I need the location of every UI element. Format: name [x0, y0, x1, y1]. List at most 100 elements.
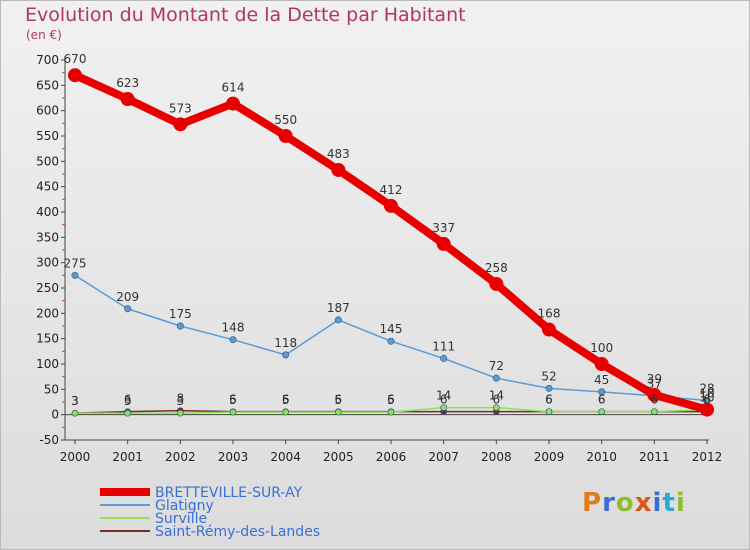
data-label: 3	[177, 394, 185, 408]
x-tick-label: 2007	[428, 450, 459, 464]
chart-data-labels: 6706235736145504834123372581681003910275…	[64, 52, 715, 408]
proxiti-logo: Proxiti	[582, 488, 686, 518]
series-point	[176, 322, 184, 330]
series-point	[545, 384, 553, 392]
data-label: 550	[274, 113, 297, 127]
data-label: 8	[177, 392, 185, 406]
x-tick-label: 2001	[112, 450, 143, 464]
data-label: 412	[380, 183, 403, 197]
series-point	[177, 409, 184, 417]
x-tick-label: 2002	[165, 450, 196, 464]
data-label: 168	[538, 307, 561, 321]
series-point	[384, 198, 398, 213]
data-label: 258	[485, 261, 508, 275]
data-label: 111	[432, 339, 455, 353]
data-label: 37	[647, 377, 662, 391]
series-point	[68, 68, 82, 83]
y-tick-label: 650	[36, 78, 59, 92]
data-label: 10	[699, 387, 714, 401]
series-point	[598, 388, 606, 396]
y-tick-label: 550	[36, 129, 59, 143]
series-point	[335, 408, 342, 416]
x-tick-label: 2012	[692, 450, 723, 464]
y-tick-label: 500	[36, 154, 59, 168]
x-tick-label: 2006	[376, 450, 407, 464]
y-tick-label: 700	[36, 53, 59, 67]
data-label: 614	[222, 81, 245, 95]
y-tick-label: 50	[44, 382, 59, 396]
data-label: 39	[647, 372, 662, 386]
data-label: 45	[594, 373, 609, 387]
series-point	[124, 305, 132, 313]
data-label: 6	[282, 393, 290, 407]
data-label: 100	[590, 341, 613, 355]
data-label: 28	[699, 381, 714, 395]
logo-letter: P	[582, 488, 603, 518]
x-tick-label: 2008	[481, 450, 512, 464]
data-label: 3	[124, 394, 132, 408]
data-label: 6	[598, 393, 606, 407]
data-label: 6	[651, 393, 659, 407]
logo-letter: i	[675, 488, 686, 518]
series-point	[594, 357, 609, 371]
data-label: 6	[598, 393, 606, 407]
y-tick-label: 300	[36, 256, 59, 270]
data-label: 14	[489, 389, 504, 403]
data-label: 145	[380, 322, 403, 336]
logo-letter: r	[602, 488, 616, 518]
y-tick-label: 600	[36, 104, 59, 118]
logo-letter: i	[652, 488, 663, 518]
data-label: 5	[387, 393, 395, 407]
series-point	[440, 354, 448, 362]
data-label: 5	[335, 393, 343, 407]
series-point	[120, 92, 135, 107]
series-point	[282, 351, 290, 359]
data-label: 118	[274, 336, 297, 350]
data-label: 6	[545, 393, 553, 407]
data-label: 573	[169, 101, 192, 115]
y-tick-label: -50	[39, 433, 59, 447]
series-line	[71, 71, 711, 414]
data-label: 10	[699, 391, 714, 405]
series-point	[492, 374, 500, 382]
series-point	[71, 409, 79, 417]
y-tick-label: 400	[36, 205, 59, 219]
series-point	[229, 336, 237, 344]
data-label: 5	[229, 393, 237, 407]
series-point	[229, 408, 237, 416]
y-tick-label: 350	[36, 230, 59, 244]
data-label: 3	[71, 394, 79, 408]
data-label: 6	[335, 393, 343, 407]
series-point	[387, 337, 395, 345]
data-label: 6	[387, 393, 395, 407]
series-point	[651, 408, 658, 415]
legend-label: Surville	[155, 511, 207, 527]
series-point	[124, 409, 131, 417]
legend-label: Glatigny	[155, 498, 214, 514]
x-tick-label: 2009	[534, 450, 565, 464]
data-label: 209	[116, 290, 139, 304]
data-label: 6	[703, 393, 711, 407]
data-label: 6	[124, 393, 132, 407]
logo-letter: x	[634, 488, 653, 518]
series-point	[436, 236, 451, 251]
series-point	[489, 276, 504, 291]
y-tick-label: 0	[51, 408, 59, 422]
data-label: 14	[436, 389, 451, 403]
series-point	[334, 316, 342, 324]
series-point	[598, 408, 605, 415]
chart-legend: BRETTEVILLE-SUR-AYGlatignySurvilleSaint-…	[100, 485, 320, 540]
data-label: 6	[440, 393, 448, 407]
data-label: 483	[327, 147, 350, 161]
y-tick-label: 200	[36, 306, 59, 320]
series-point	[493, 404, 500, 411]
data-label: 175	[169, 307, 192, 321]
series-point	[282, 408, 289, 416]
logo-letter: o	[615, 488, 635, 518]
y-tick-label: 100	[36, 357, 59, 371]
chart-axes: -50 0 50 100 150 200 250 300 350 400 450 500 550 600 6…	[36, 53, 722, 464]
data-label: 148	[222, 321, 245, 335]
series-point	[278, 129, 293, 143]
x-tick-label: 2000	[60, 450, 91, 464]
